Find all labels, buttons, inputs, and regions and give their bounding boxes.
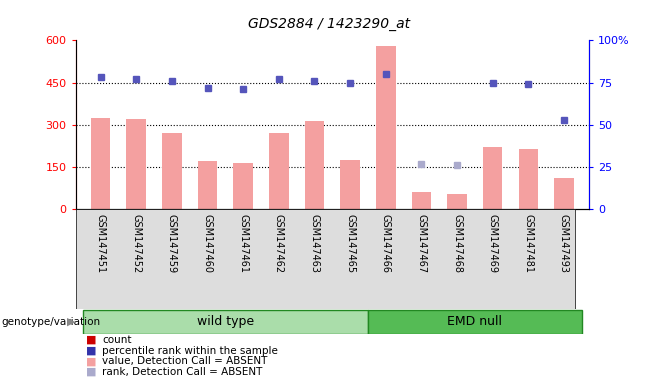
Text: genotype/variation: genotype/variation	[1, 316, 101, 327]
Bar	[519, 149, 538, 209]
Bar	[234, 163, 253, 209]
Bar	[198, 161, 217, 209]
Text: rank, Detection Call = ABSENT: rank, Detection Call = ABSENT	[102, 367, 263, 377]
Bar	[447, 194, 467, 209]
Bar	[554, 178, 574, 209]
Text: GSM147466: GSM147466	[381, 214, 391, 273]
Text: GSM147468: GSM147468	[452, 214, 462, 273]
Text: ▶: ▶	[67, 316, 75, 327]
Text: value, Detection Call = ABSENT: value, Detection Call = ABSENT	[102, 356, 267, 366]
Text: wild type: wild type	[197, 315, 254, 328]
Text: GSM147461: GSM147461	[238, 214, 248, 273]
Bar	[412, 192, 431, 209]
Text: GSM147467: GSM147467	[417, 214, 426, 273]
Bar	[91, 118, 111, 209]
Bar	[376, 46, 395, 209]
Bar	[269, 133, 289, 209]
Bar	[483, 147, 503, 209]
Text: GSM147459: GSM147459	[167, 214, 177, 273]
Bar	[162, 133, 182, 209]
Text: ■: ■	[86, 335, 96, 345]
Text: GSM147481: GSM147481	[523, 214, 534, 273]
Text: ■: ■	[86, 346, 96, 356]
Text: GSM147451: GSM147451	[95, 214, 106, 273]
Text: EMD null: EMD null	[447, 315, 502, 328]
Text: ■: ■	[86, 367, 96, 377]
Bar	[83, 310, 368, 334]
Text: GSM147493: GSM147493	[559, 214, 569, 273]
Text: GSM147452: GSM147452	[131, 214, 141, 273]
Text: ■: ■	[86, 356, 96, 366]
Text: GSM147460: GSM147460	[203, 214, 213, 273]
Bar	[126, 119, 146, 209]
Bar	[305, 121, 324, 209]
Text: percentile rank within the sample: percentile rank within the sample	[102, 346, 278, 356]
Text: GSM147462: GSM147462	[274, 214, 284, 273]
Text: GSM147469: GSM147469	[488, 214, 497, 273]
Text: GDS2884 / 1423290_at: GDS2884 / 1423290_at	[248, 17, 410, 31]
Bar	[340, 160, 360, 209]
Bar	[368, 310, 582, 334]
Text: count: count	[102, 335, 132, 345]
Text: GSM147465: GSM147465	[345, 214, 355, 273]
Text: GSM147463: GSM147463	[309, 214, 320, 273]
